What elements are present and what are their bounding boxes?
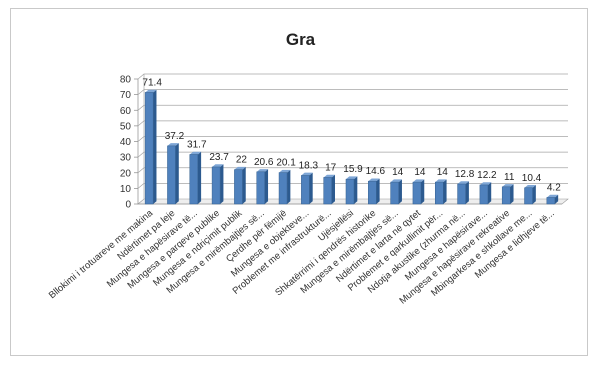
data-label: 37.2: [165, 131, 185, 142]
bar-top: [368, 178, 380, 182]
bar: [234, 169, 243, 205]
bar-side: [197, 151, 202, 204]
gridline: [137, 151, 568, 158]
bar: [189, 154, 199, 205]
bar-side: [465, 181, 469, 204]
data-label: 22: [236, 155, 248, 166]
bar-side: [398, 179, 402, 204]
data-label: 14: [437, 167, 449, 178]
bar-side: [153, 89, 157, 204]
bar: [256, 171, 266, 205]
data-label: 17: [325, 162, 337, 173]
bar-side: [487, 182, 492, 204]
bar-side: [264, 169, 269, 204]
bar-top: [212, 164, 224, 167]
bar: [345, 178, 355, 205]
gridline: [137, 120, 568, 127]
bar-top: [502, 184, 514, 187]
bar-side: [510, 184, 514, 204]
bar-side: [220, 164, 224, 204]
bar-side: [309, 172, 313, 204]
bar-top: [524, 185, 536, 188]
chart-title: Gra: [285, 30, 316, 49]
bar-top: [345, 176, 358, 180]
data-label: 12.2: [477, 170, 497, 181]
data-label: 14: [414, 167, 426, 178]
bar-side: [354, 176, 358, 204]
data-label: 18.3: [299, 160, 319, 171]
bar: [167, 145, 176, 205]
bar-top: [301, 172, 313, 176]
bar-top: [457, 181, 469, 184]
bar-top: [479, 182, 492, 185]
data-label: 71.4: [142, 77, 162, 88]
data-label: 11: [504, 172, 515, 183]
bar-top: [323, 174, 336, 178]
bar-side: [175, 143, 179, 204]
y-tick-label: 70: [120, 90, 132, 101]
y-tick-label: 10: [120, 184, 132, 195]
gridline: [137, 167, 568, 174]
bar-top: [279, 169, 291, 173]
bar-side: [331, 174, 336, 204]
data-label: 20.6: [254, 157, 274, 168]
data-label: 14: [392, 167, 404, 178]
bar-side: [420, 179, 425, 204]
y-tick-label: 20: [120, 168, 132, 179]
y-tick-label: 80: [120, 75, 132, 86]
y-tick-label: 60: [120, 106, 132, 117]
bar: [546, 197, 556, 205]
data-label: 12.8: [455, 169, 475, 180]
data-label: 15.9: [343, 164, 363, 175]
bar-top: [546, 194, 559, 198]
y-tick-label: 0: [125, 200, 131, 211]
bar: [368, 180, 377, 205]
bar-top: [145, 89, 157, 93]
bar: [501, 186, 511, 205]
data-label: 14.6: [366, 166, 386, 177]
bar-side: [532, 185, 536, 204]
bar: [144, 92, 154, 205]
bar: [434, 181, 444, 205]
bar-top: [435, 179, 447, 183]
data-label: 20.1: [276, 158, 296, 169]
bar-top: [189, 151, 202, 155]
y-tick-label: 40: [120, 137, 132, 148]
bar: [323, 177, 332, 205]
bar-top: [167, 143, 179, 146]
bar-side: [287, 169, 291, 204]
bar: [211, 166, 221, 205]
bar: [457, 183, 466, 205]
gridline: [137, 183, 568, 189]
bar-side: [242, 166, 246, 204]
gridline: [137, 73, 568, 80]
bar-top: [234, 166, 246, 170]
data-label: 10.4: [522, 173, 542, 184]
bar-side: [376, 178, 380, 204]
chart-frame: [10, 8, 588, 356]
bar-top: [256, 169, 269, 172]
bar: [479, 184, 489, 205]
bar: [524, 187, 533, 205]
data-label: 31.7: [187, 139, 207, 150]
bar: [390, 181, 399, 205]
gridline: [137, 136, 568, 142]
bar-side: [443, 179, 447, 204]
bar: [278, 172, 288, 205]
bar-top: [390, 179, 402, 183]
data-label: 4.2: [547, 182, 561, 193]
y-tick-label: 30: [120, 153, 132, 164]
bar: [301, 175, 310, 205]
bar-side: [554, 194, 559, 204]
bar: [412, 181, 422, 205]
data-label: 23.7: [209, 152, 229, 163]
y-tick-label: 50: [120, 121, 132, 132]
bar-top: [412, 179, 425, 183]
gridline: [137, 104, 568, 111]
gridline: [137, 89, 568, 95]
